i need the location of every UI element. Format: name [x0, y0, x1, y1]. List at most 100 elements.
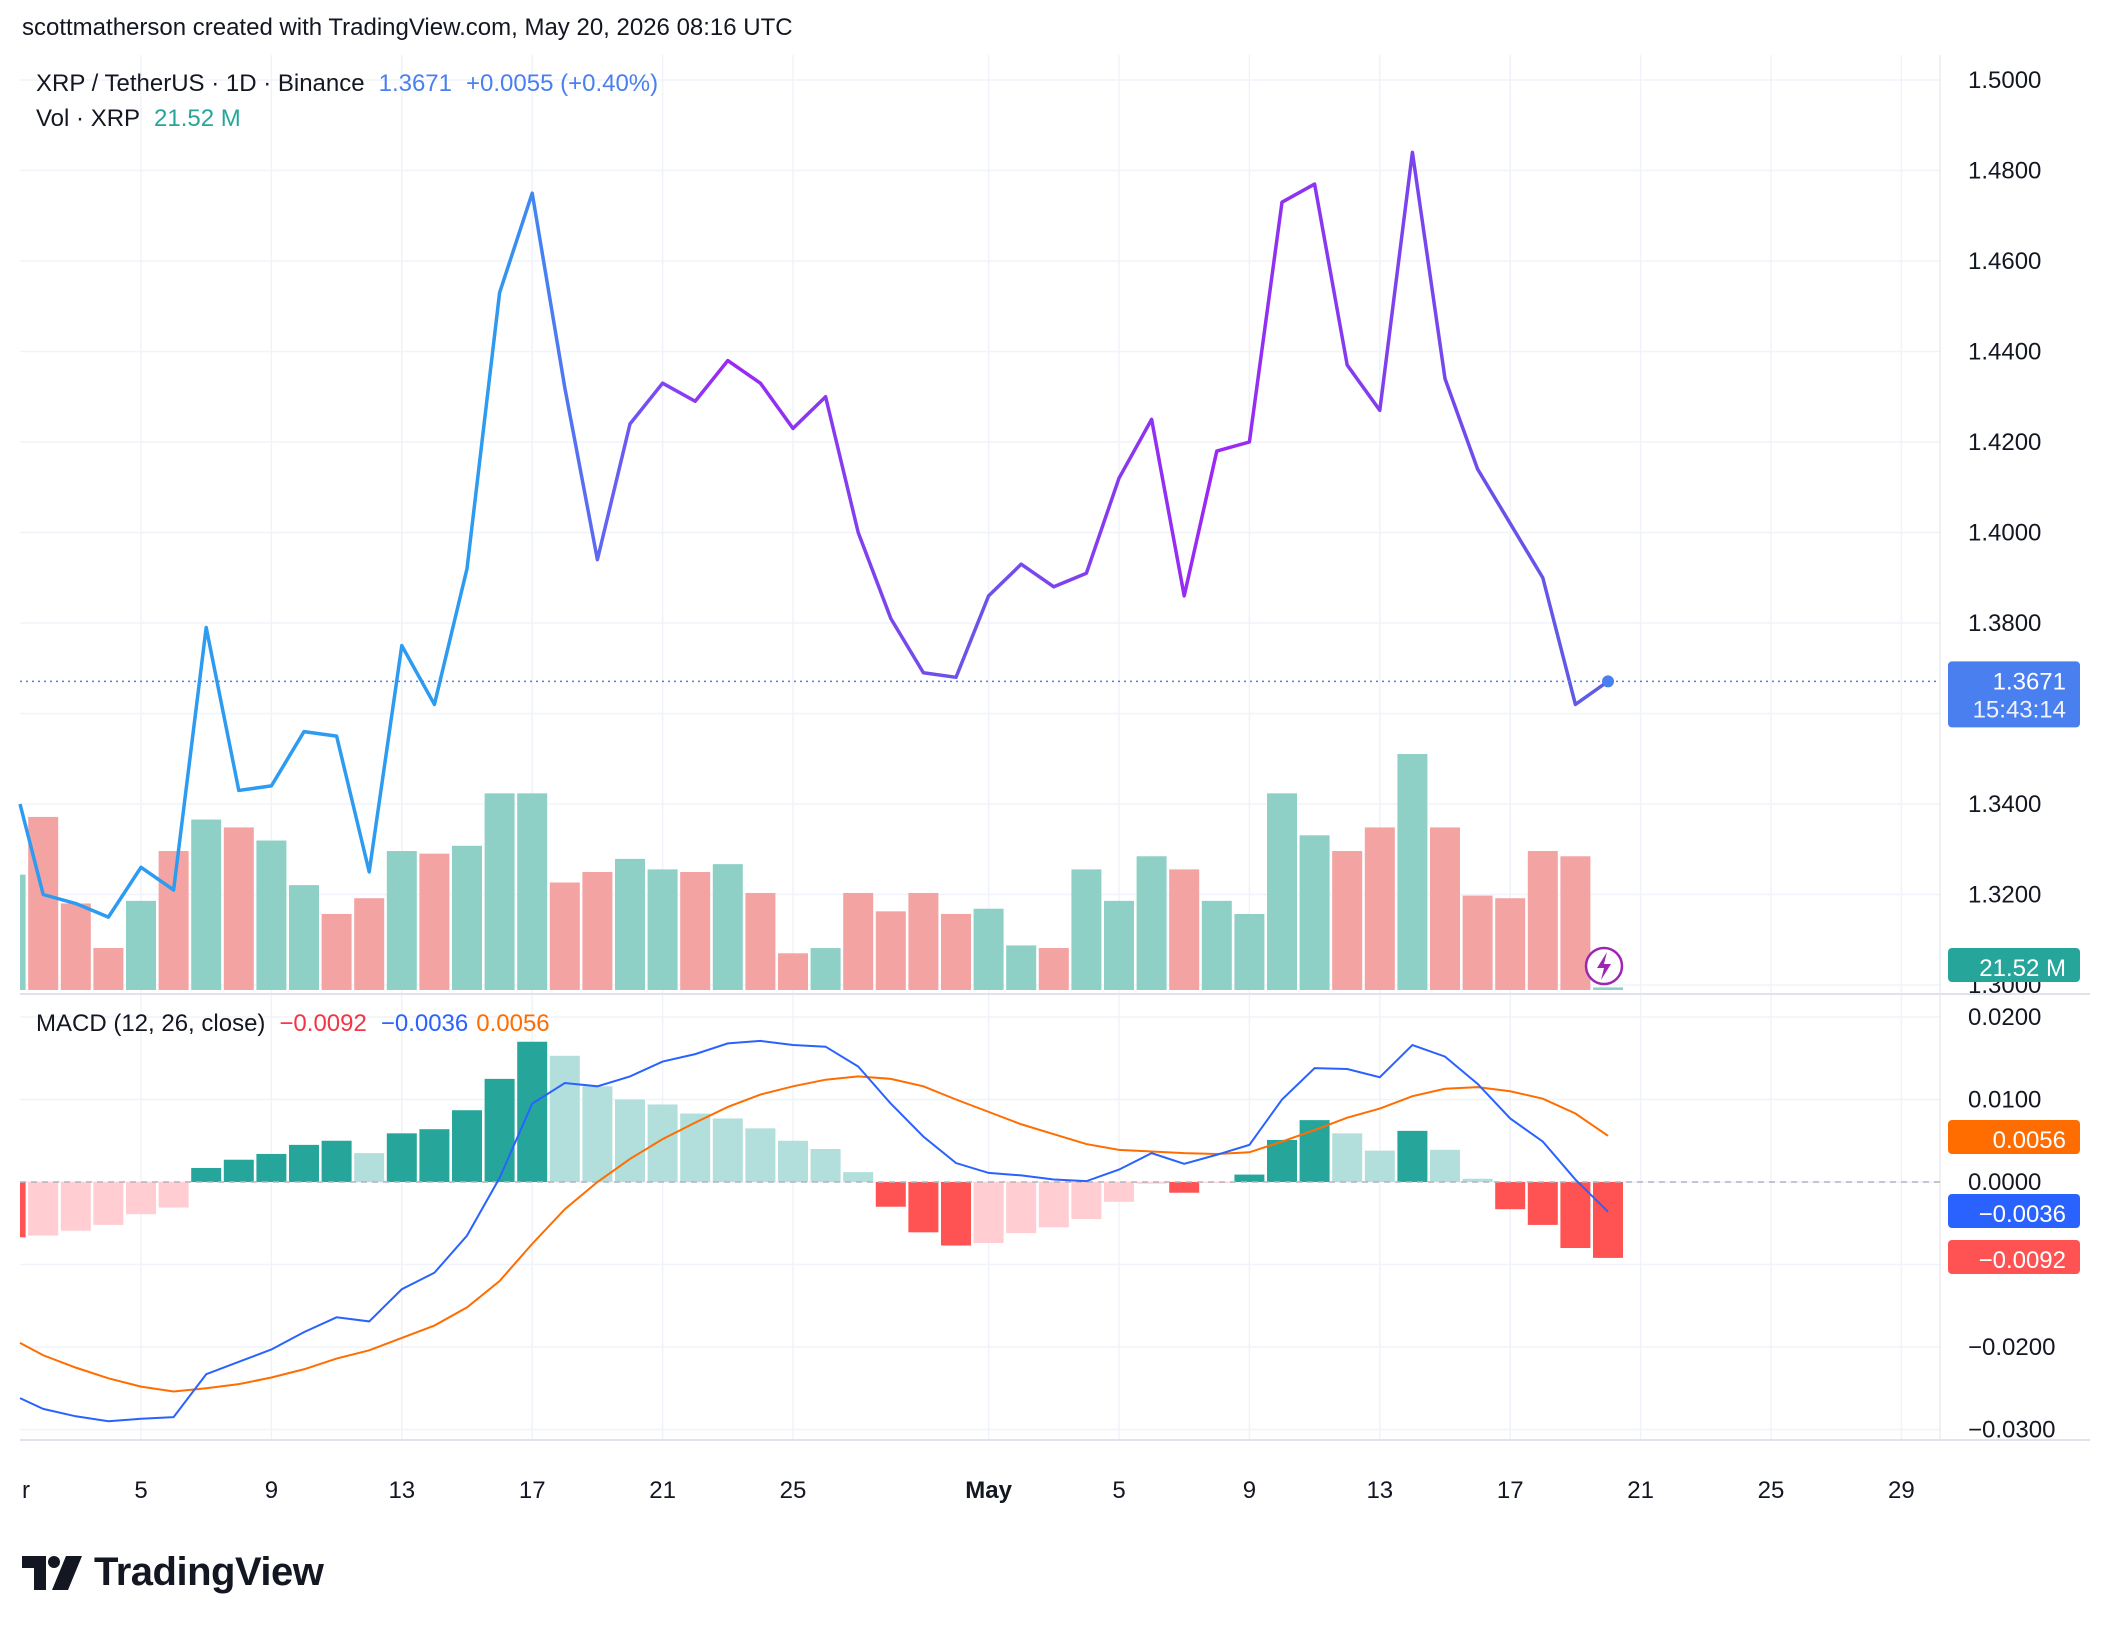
volume-bar [908, 892, 939, 990]
volume-bar [1299, 835, 1330, 990]
macd-histogram-bar [1104, 1182, 1134, 1202]
last-price-marker [1602, 675, 1614, 688]
price-tick-label: 1.4800 [1968, 158, 2041, 185]
volume-bar [1527, 851, 1558, 990]
macd-histogram-bar [1495, 1182, 1526, 1210]
volume-bar [191, 819, 222, 990]
macd-title[interactable]: MACD (12, 26, close) [36, 1010, 266, 1037]
volume-bar [28, 816, 59, 990]
signal-line [19, 1075, 1609, 1393]
volume-bar [93, 948, 124, 990]
price-series-line [18, 150, 1610, 919]
last-price-tag-text: 1.3671 [1993, 668, 2066, 695]
time-tick-label: 21 [1627, 1477, 1654, 1504]
macd-histogram-bar [60, 1182, 91, 1231]
volume-bar [1201, 900, 1232, 990]
macd-histogram-bar [321, 1140, 352, 1182]
volume-bar [712, 864, 743, 990]
macd-histogram-bar [549, 1055, 580, 1182]
volume-tag-bg [1948, 948, 2080, 982]
macd-line-tag-bg [1948, 1194, 2080, 1228]
macd-histogram-bar [126, 1182, 156, 1215]
price-tick-label: 1.4600 [1968, 248, 2041, 275]
macd-histogram-bar [354, 1153, 385, 1182]
macd-histogram-bar [1006, 1182, 1037, 1234]
volume-bar [289, 885, 319, 990]
time-tick-label: 17 [519, 1477, 546, 1504]
volume-legend: Vol · XRP 21.52 M [36, 105, 241, 133]
time-tick-label: 21 [649, 1477, 676, 1504]
time-tick-label: May [965, 1477, 1012, 1504]
volume-bar [484, 793, 515, 990]
volume-bar [875, 911, 906, 990]
macd-histogram-bar [810, 1149, 841, 1182]
time-tick-label: 17 [1497, 1477, 1524, 1504]
macd-histogram-bar [908, 1182, 939, 1233]
macd-hist-tag-bg [1948, 1240, 2080, 1274]
volume-value: 21.52 M [154, 105, 241, 132]
volume-bar [1234, 913, 1265, 990]
macd-histogram-bar [223, 1159, 254, 1182]
volume-label[interactable]: Vol · XRP [36, 105, 141, 132]
volume-bar [321, 913, 352, 990]
volume-bar [549, 882, 580, 990]
macd-lines [19, 1039, 1609, 1423]
axes: 1.5000 1.4800 1.4600 1.4400 1.4200 1.4000 1.38… [22, 67, 2055, 1504]
macd-histogram-bar [1527, 1182, 1558, 1225]
volume-bar [1462, 895, 1493, 990]
volume-bar [1267, 793, 1297, 990]
logo-text: TradingView [94, 1550, 324, 1594]
macd-signal-tag-text: 0.0056 [1993, 1127, 2066, 1154]
price-change-value: +0.0055 (+0.40%) [466, 70, 659, 97]
price-tick-label: 1.3800 [1968, 610, 2041, 637]
macd-histogram-bar [1038, 1182, 1069, 1228]
volume-bar [1071, 869, 1102, 990]
macd-signal-tag: 0.0056 [1948, 1120, 2080, 1154]
tradingview-logo[interactable]: TradingView [22, 1550, 324, 1595]
macd-tick-label: 0.0100 [1968, 1087, 2041, 1114]
volume-tag-text: 21.52 M [1979, 955, 2066, 982]
price-legend: XRP / TetherUS · 1D · Binance 1.3671 +0.00… [36, 70, 658, 98]
macd-histogram-bar [386, 1133, 417, 1182]
macd-tick-label: −0.0300 [1968, 1417, 2055, 1444]
volume-bar [223, 827, 254, 990]
macd-histogram-bar [647, 1104, 678, 1182]
macd-histogram-bar [1169, 1182, 1200, 1193]
macd-histogram-bar [1560, 1182, 1591, 1248]
time-tick-label: 5 [1112, 1477, 1125, 1504]
time-tick-label: 13 [1366, 1477, 1393, 1504]
attribution-header: scottmatherson created with TradingView.… [22, 14, 793, 41]
volume-bar [973, 908, 1004, 990]
volume-bar [354, 898, 385, 990]
volume-bar [386, 851, 417, 990]
volume-bar [1364, 827, 1395, 990]
time-tick-label: 13 [388, 1477, 415, 1504]
volume-bar [1593, 987, 1623, 990]
macd-legend: MACD (12, 26, close) −0.0092 −0.0036 0.0056 [36, 1010, 550, 1038]
volume-bar [1397, 754, 1428, 990]
macd-line-value: −0.0036 [380, 1010, 469, 1037]
macd-histogram-bar [256, 1153, 287, 1182]
price-line [18, 150, 1940, 919]
macd-histogram-bar [712, 1118, 743, 1182]
macd-histogram-bar [20, 1182, 26, 1238]
volume-bar [1006, 945, 1037, 990]
macd-histogram-bar [745, 1128, 776, 1182]
lightning-icon[interactable] [1584, 946, 1624, 986]
macd-histogram-bar [778, 1140, 808, 1182]
volume-bar [158, 851, 189, 990]
volume-bar [1136, 856, 1167, 990]
macd-hist-tag-text: −0.0092 [1979, 1247, 2066, 1274]
macd-histogram-bar [1430, 1149, 1460, 1182]
macd-histogram-bar [875, 1182, 906, 1207]
price-tick-label: 1.5000 [1968, 67, 2041, 94]
symbol-label[interactable]: XRP / TetherUS · 1D · Binance [36, 70, 365, 97]
macd-line-tag-text: −0.0036 [1979, 1201, 2066, 1228]
lightning-icon-bolt [1597, 952, 1611, 980]
macd-histogram-bar [1201, 1182, 1232, 1183]
macd-histogram-bar [1364, 1150, 1395, 1182]
macd-histogram-bar [289, 1144, 319, 1182]
